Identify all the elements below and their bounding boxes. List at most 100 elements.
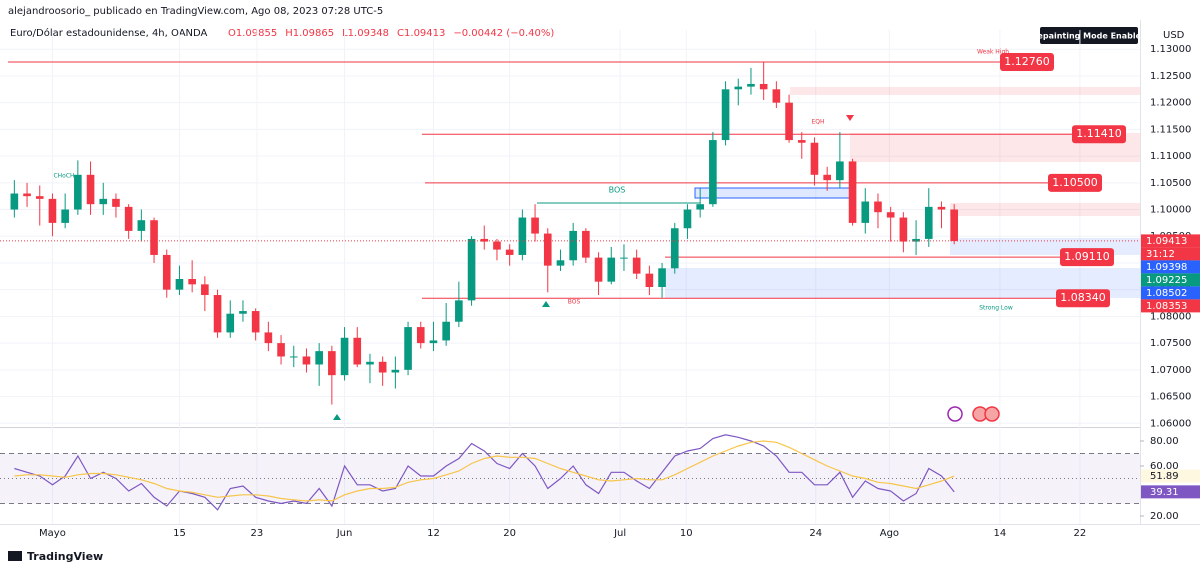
x-tick-label: 20 [503, 528, 516, 539]
event-icon [947, 406, 963, 422]
candle-body [721, 89, 730, 141]
candle-body [442, 321, 450, 341]
candle-body [937, 206, 946, 210]
price-badge [1141, 273, 1200, 287]
candle-body [785, 102, 793, 141]
rsi-badge-label: 51.89 [1150, 471, 1179, 482]
candle-body [683, 209, 692, 229]
candle-body [734, 86, 743, 90]
candle-body [74, 174, 82, 210]
candle-body [404, 327, 412, 370]
candle-body [874, 201, 882, 213]
signal-up [542, 301, 550, 307]
rsi-tick-label: 60.00 [1150, 461, 1179, 472]
candle-body [759, 83, 768, 90]
ohlc-value: L1.09348 [342, 28, 389, 39]
y-tick-label: 1.08000 [1150, 311, 1191, 322]
candle-body [836, 161, 844, 181]
price-badge [1141, 286, 1200, 300]
candle-body [747, 83, 755, 87]
candle-body [429, 340, 438, 344]
candle-body [137, 220, 146, 231]
zone [950, 203, 1140, 216]
level-label: 1.10500 [1052, 176, 1098, 189]
candle-body [391, 369, 400, 373]
y-tick-label: 1.11000 [1150, 151, 1191, 162]
y-tick-label: 1.07000 [1150, 365, 1191, 376]
x-tick-label: Jun [336, 528, 353, 539]
y-tick-label: 1.12500 [1150, 71, 1191, 82]
price-badge [1141, 299, 1200, 313]
y-tick-label: 1.07500 [1150, 338, 1191, 349]
candle-body [416, 327, 425, 344]
candle-body [899, 217, 908, 242]
ohlc-value: C1.09413 [397, 28, 445, 39]
candle-body [302, 356, 311, 365]
x-tick-label: 22 [1074, 528, 1087, 539]
rsi-line [14, 440, 955, 502]
candle-body [480, 238, 489, 242]
candle-body [162, 254, 171, 290]
x-tick-label: 24 [809, 528, 822, 539]
candle-body [912, 238, 920, 242]
level-box [1056, 289, 1110, 308]
x-tick-label: 12 [427, 528, 440, 539]
x-tick-label: Jul [613, 528, 626, 539]
price-badge [1141, 260, 1200, 274]
annotation: EQH [811, 119, 824, 126]
level-label: 1.12760 [1004, 55, 1050, 68]
candle-body [315, 351, 323, 365]
level-label: 1.08340 [1060, 291, 1106, 304]
ohlc-legend: O1.09855 H1.09865 L1.09348 C1.09413 −0.00442… [228, 28, 554, 39]
candle-body [23, 193, 31, 197]
rsi-band [0, 453, 1140, 504]
rsi-tick-label: 80.00 [1150, 436, 1179, 447]
logo-mark [8, 551, 22, 561]
level-label: 1.09110 [1064, 250, 1110, 263]
countdown-bg [1141, 247, 1200, 261]
candle-body [467, 238, 476, 301]
candle-body [201, 284, 209, 296]
candle-body [582, 230, 590, 258]
candle-body [658, 268, 666, 288]
candle-body [531, 217, 539, 234]
rsi-line [14, 434, 955, 511]
y-tick-label: 1.11500 [1150, 124, 1191, 135]
candle-body [569, 230, 577, 261]
currency: USD [1163, 30, 1185, 41]
x-tick-label: 14 [994, 528, 1007, 539]
candle-body [328, 351, 336, 376]
badge-bg [1040, 27, 1138, 44]
level-box [1072, 125, 1126, 144]
candle-body [124, 206, 133, 231]
candle-body [810, 142, 819, 175]
candle-body [505, 249, 514, 255]
candle-body [594, 257, 603, 282]
annotation: BOS [609, 186, 626, 195]
candle-body [353, 337, 362, 365]
candle-body [378, 361, 387, 373]
x-tick-label: 10 [680, 528, 693, 539]
candle-body [213, 295, 222, 333]
candle-body [35, 196, 44, 199]
candle-body [175, 278, 184, 290]
candle-body [99, 198, 108, 205]
candle-body [112, 198, 120, 207]
price-badge-label: 1.08502 [1146, 288, 1187, 299]
candle-body [772, 89, 781, 103]
candle-body [150, 220, 158, 255]
annotation: CHoCH [53, 173, 74, 180]
annotation: Strong Low [979, 305, 1013, 312]
x-tick-label: Ago [880, 528, 899, 539]
candle-body [848, 161, 857, 223]
candle-body [670, 228, 679, 269]
level-box [1060, 248, 1114, 267]
candle-body [251, 311, 260, 333]
y-tick-label: 1.06000 [1150, 418, 1191, 429]
event-icon [984, 406, 1000, 422]
y-tick-label: 1.10000 [1150, 205, 1191, 216]
candle-body [620, 257, 628, 259]
price-badge-label: 1.09398 [1146, 262, 1187, 273]
candle-body [86, 174, 95, 205]
author-line: alejandroosorio_ publicado en TradingVie… [8, 6, 383, 17]
